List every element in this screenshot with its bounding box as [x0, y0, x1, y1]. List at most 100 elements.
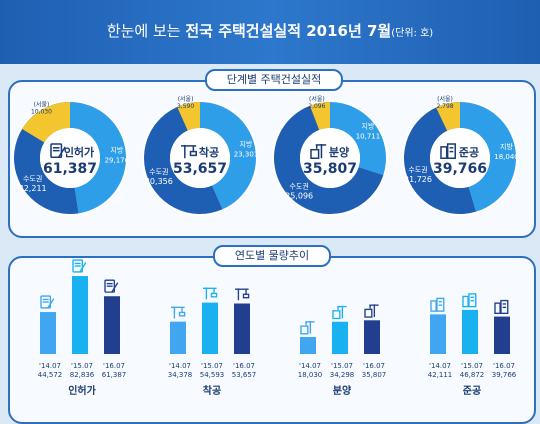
bar-value-label: 54,593 [200, 371, 225, 379]
bar-value-label: 53,657 [232, 371, 257, 379]
seoul-value: 2,798 [436, 103, 453, 110]
buildings-icon [430, 297, 445, 312]
icon-part [111, 282, 119, 293]
bar [202, 302, 218, 354]
icon-part [104, 279, 116, 293]
building-crane-icon [300, 321, 315, 335]
buildings-icon [494, 299, 509, 315]
donut-center [430, 128, 490, 188]
icon-part [500, 299, 509, 315]
crane-icon [171, 306, 186, 319]
bar-value-label: 35,807 [362, 371, 387, 379]
capital-value: 21,726 [404, 175, 432, 184]
icon-part [50, 143, 63, 159]
donut-title: 준공 [459, 146, 479, 159]
group-label: 준공 [463, 385, 481, 397]
capital-label: 수도권 [289, 183, 308, 191]
building-crane-icon [364, 304, 379, 318]
title-unit: (단위: 호) [391, 28, 434, 39]
crane-icon [203, 287, 218, 300]
icon-part [440, 146, 448, 160]
icon-part [178, 311, 186, 317]
bar-x-label: '16.07 [363, 362, 385, 370]
bar [430, 314, 446, 354]
bar-x-label: '16.07 [103, 362, 125, 370]
seoul-value: 10,030 [31, 108, 52, 115]
bar-x-label: '14.07 [39, 362, 61, 370]
capital-label: 수도권 [149, 168, 168, 176]
local-label: 지방 [362, 121, 375, 130]
bar-x-label: '15.07 [331, 362, 353, 370]
icon-part [468, 293, 477, 308]
icon-part [446, 143, 457, 160]
bar-x-label: '15.07 [461, 362, 483, 370]
local-label: 지방 [240, 139, 253, 148]
bar-x-label: '15.07 [201, 362, 223, 370]
donut-total: 53,657 [173, 161, 227, 177]
bar [494, 316, 510, 354]
donut-title: 착공 [199, 145, 219, 159]
seoul-label: (서울) [178, 95, 194, 103]
bar [332, 321, 348, 354]
bar [72, 276, 88, 354]
local-value: 18,040 [494, 153, 519, 161]
local-label: 지방 [110, 145, 123, 154]
local-slice [330, 102, 386, 176]
donut-center [170, 128, 230, 188]
seoul-value: 2,096 [308, 103, 325, 110]
donut-total: 61,387 [43, 161, 97, 177]
seoul-slice [177, 102, 200, 131]
capital-slice [404, 102, 477, 214]
capital-slice [144, 102, 223, 215]
icon-part [494, 302, 501, 315]
icon-part [47, 298, 55, 309]
local-value: 23,301 [234, 150, 259, 158]
icon-part [364, 308, 373, 318]
icon-part [40, 295, 52, 309]
capital-value: 32,211 [19, 184, 47, 193]
yearly-section-title: 연도별 물량추이 [213, 245, 331, 267]
bar [40, 312, 56, 354]
bar-value-label: 82,836 [70, 371, 95, 379]
donut-title: 인허가 [64, 145, 94, 159]
seoul-slice [22, 102, 70, 143]
local-slice [460, 102, 517, 212]
bar-x-label: '16.07 [493, 362, 515, 370]
bar-value-label: 34,298 [330, 371, 355, 379]
donut-total: 39,766 [433, 161, 487, 177]
seoul-slice [309, 102, 330, 131]
bar-value-label: 61,387 [102, 371, 127, 379]
bar [364, 320, 380, 354]
bar-value-label: 18,030 [298, 371, 323, 379]
seoul-label: (서울) [34, 100, 50, 108]
buildings-icon [440, 143, 457, 160]
building-crane-icon [332, 305, 347, 320]
icon-part [210, 292, 218, 298]
document-pen-icon [104, 279, 119, 293]
group-label: 분양 [333, 385, 352, 397]
group-label: 착공 [203, 384, 221, 397]
local-slice [200, 102, 257, 210]
page-title: 한눈에 보는 전국 주택건설실적 2016년 7월(단위: 호) [0, 20, 540, 41]
seoul-label: (서울) [309, 95, 325, 103]
icon-part [242, 293, 250, 299]
document-pen-icon [72, 259, 87, 273]
bar [300, 337, 316, 354]
icon-part [57, 146, 66, 158]
seoul-label: (서울) [437, 95, 453, 103]
bar [170, 321, 186, 354]
bar [462, 309, 478, 354]
bar-x-label: '16.07 [233, 362, 255, 370]
donut-title: 분양 [329, 145, 349, 159]
local-value: 29,176 [105, 156, 130, 164]
capital-slice [274, 102, 384, 214]
document-pen-icon [40, 295, 55, 309]
bar-value-label: 34,378 [168, 371, 193, 379]
bar-x-label: '14.07 [299, 362, 321, 370]
seoul-value: 3,590 [177, 103, 194, 110]
capital-value: 30,356 [145, 177, 173, 186]
seoul-slice [436, 102, 460, 131]
icon-part [72, 259, 84, 273]
icon-part [300, 325, 309, 335]
bar-x-label: '14.07 [169, 362, 191, 370]
